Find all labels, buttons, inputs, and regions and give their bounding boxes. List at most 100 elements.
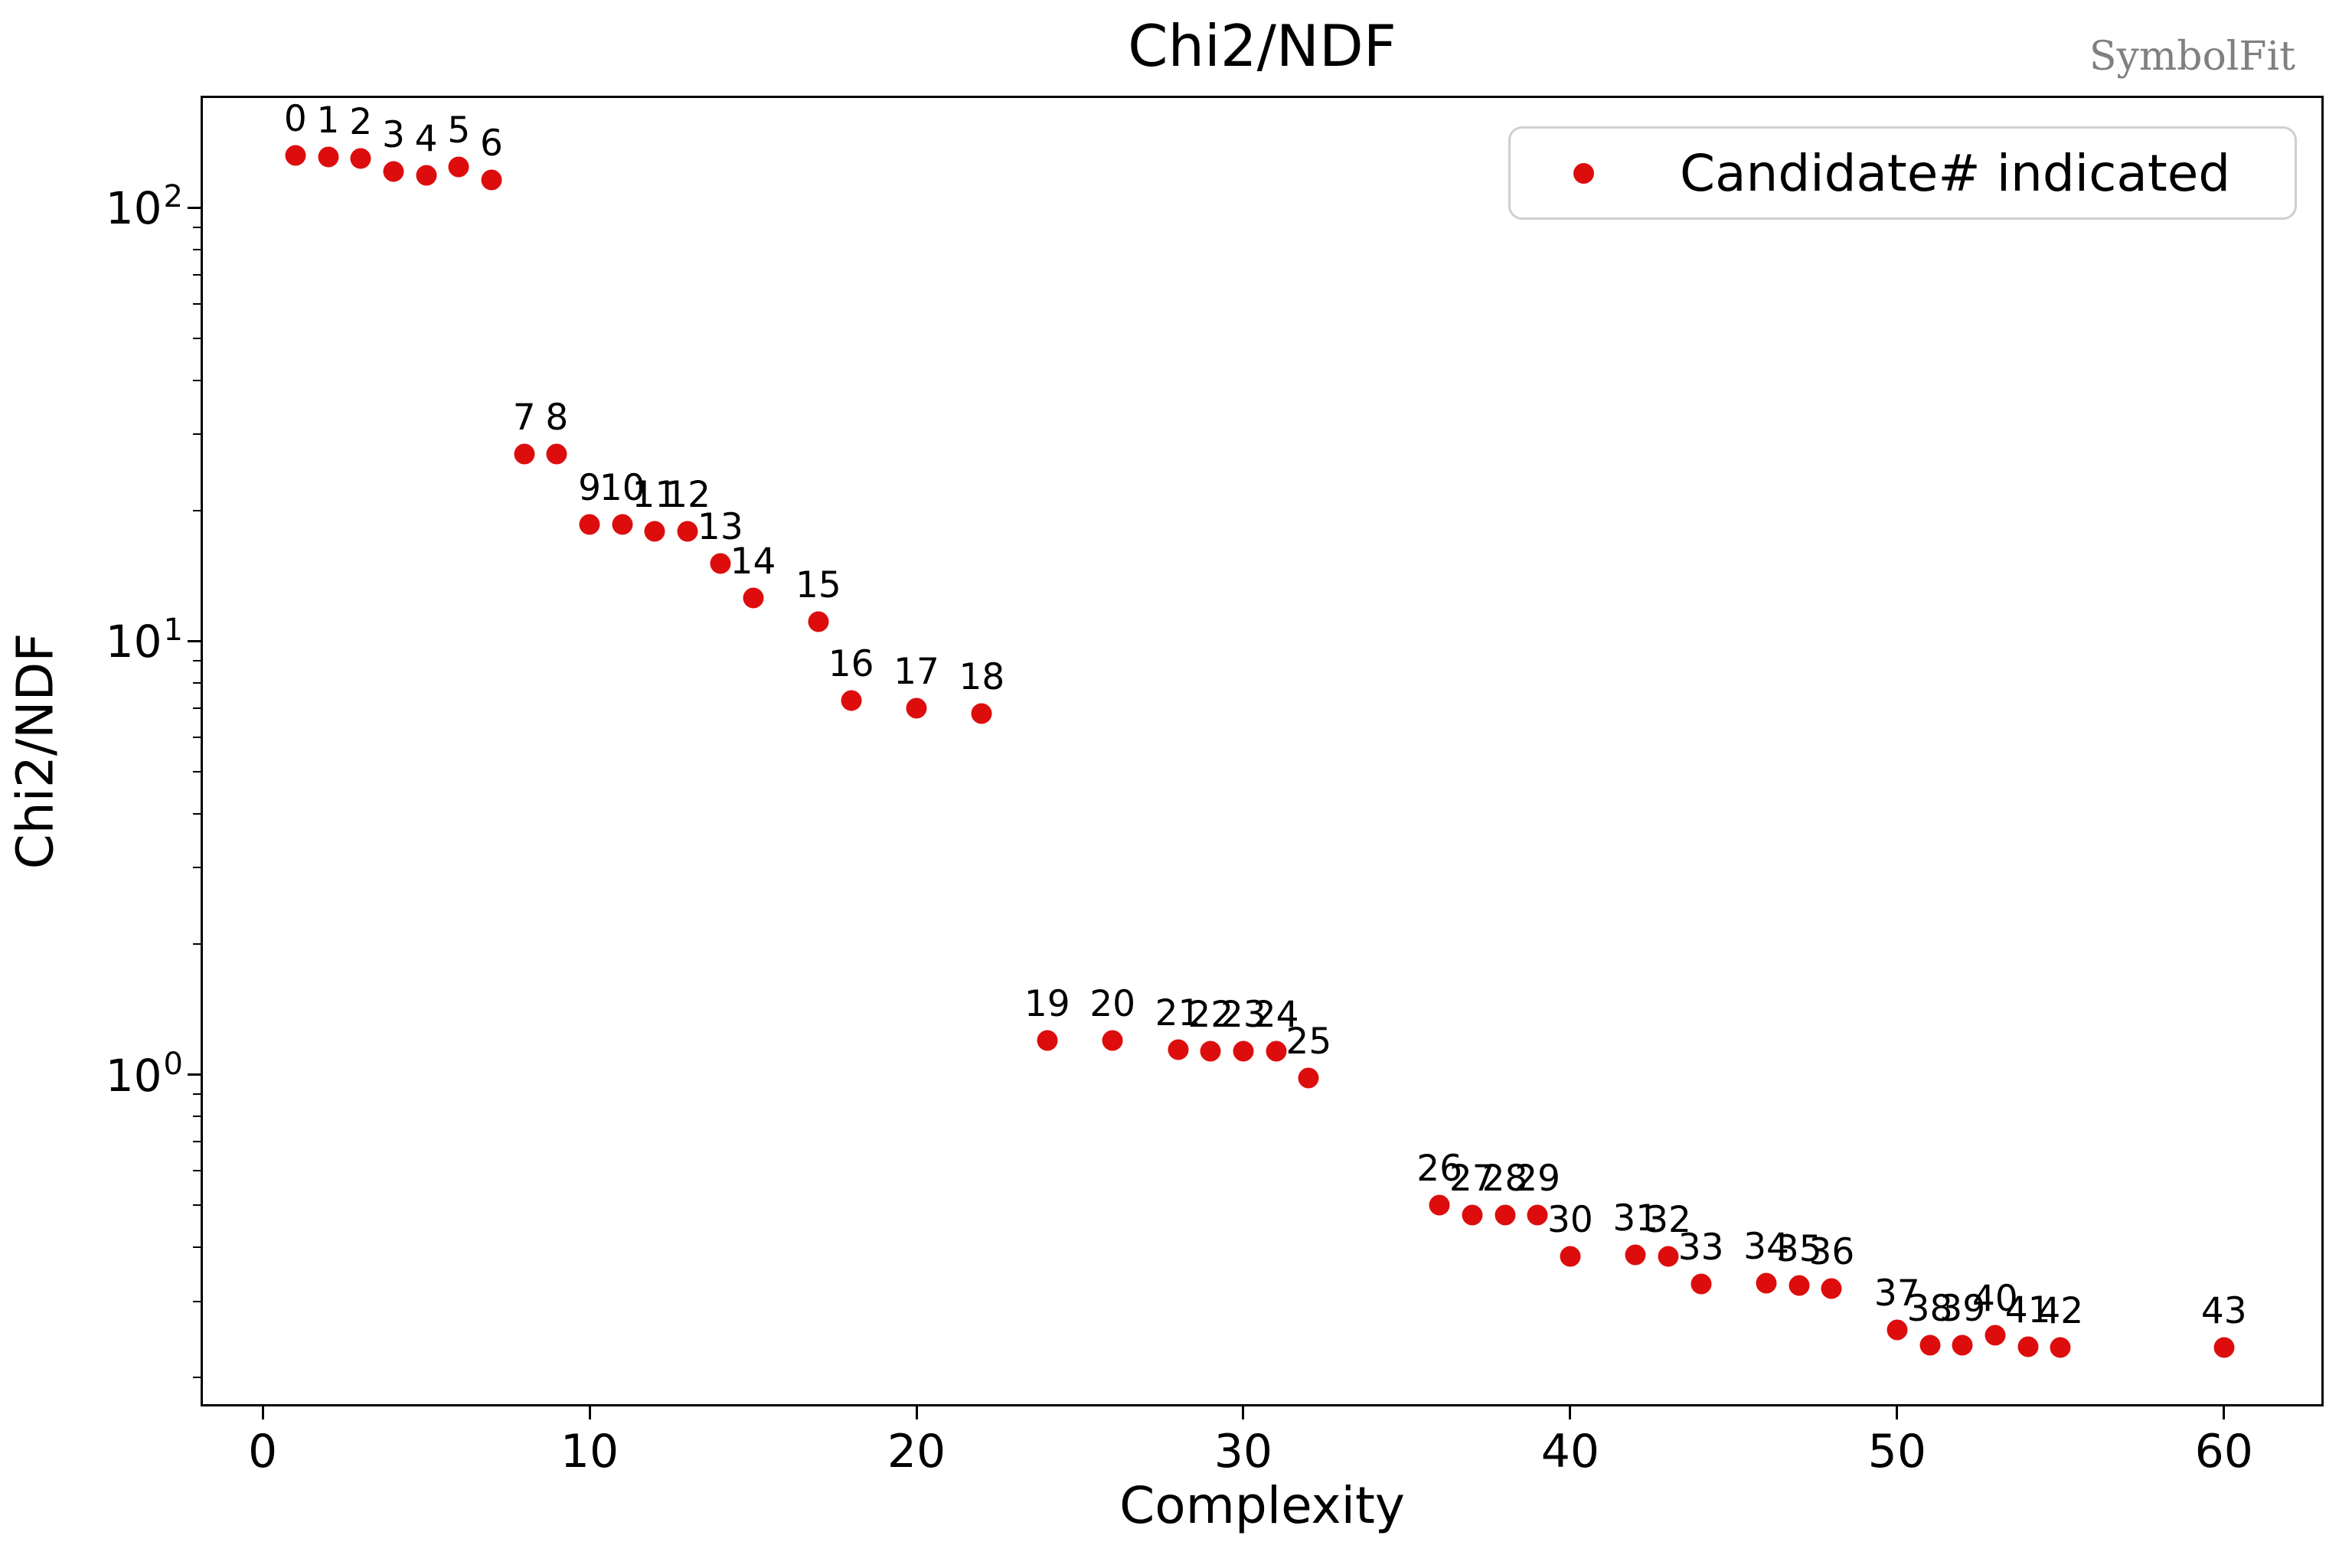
data-point-label: 29: [1514, 1157, 1561, 1200]
data-point-label: 13: [697, 506, 743, 549]
data-point-label: 9: [578, 466, 602, 509]
data-point-label: 31: [1612, 1197, 1659, 1240]
data-point-label: 18: [959, 656, 1005, 699]
y-axis-tick-label: 102: [105, 179, 183, 235]
data-point: [1984, 1325, 2006, 1346]
y-axis-minor-tick: [193, 379, 201, 381]
data-point: [481, 169, 502, 191]
data-point: [1788, 1275, 1810, 1296]
y-axis-minor-tick: [193, 1170, 201, 1172]
data-point-label: 0: [283, 98, 307, 141]
data-point: [710, 553, 731, 574]
data-point: [448, 156, 469, 178]
y-axis-tick: [188, 206, 201, 209]
data-point-label: 37: [1873, 1272, 1920, 1315]
data-point: [1102, 1030, 1123, 1051]
data-point-label: 22: [1187, 994, 1234, 1037]
data-point-label: 26: [1416, 1147, 1463, 1190]
data-point-label: 20: [1089, 982, 1136, 1025]
data-point-label: 2: [349, 100, 373, 143]
data-point-label: 8: [545, 397, 569, 439]
data-point: [1690, 1273, 1712, 1295]
data-point-label: 1: [316, 99, 340, 142]
y-axis-minor-tick: [193, 1246, 201, 1248]
legend: Candidate# indicated: [1508, 126, 2297, 220]
data-point-label: 7: [512, 397, 536, 439]
data-point: [971, 703, 992, 724]
data-point-label: 14: [730, 540, 776, 583]
data-point: [383, 161, 404, 182]
data-point: [906, 697, 927, 719]
y-axis-minor-tick: [193, 1093, 201, 1096]
y-axis-minor-tick: [193, 273, 201, 276]
data-point-label: 28: [1481, 1157, 1528, 1200]
data-point-label: 25: [1285, 1021, 1332, 1063]
data-point: [1625, 1244, 1646, 1266]
y-axis-minor-tick: [193, 509, 201, 511]
data-point: [1168, 1039, 1189, 1060]
data-point-label: 10: [599, 466, 645, 509]
chart-title: Chi2/NDF: [1128, 12, 1396, 80]
x-axis-tick-label: 30: [1214, 1425, 1273, 1478]
x-axis-tick: [588, 1406, 591, 1419]
y-axis-tick-label: 100: [105, 1046, 183, 1102]
data-point-label: 24: [1253, 994, 1299, 1037]
data-point-label: 42: [2037, 1289, 2084, 1332]
data-point: [1886, 1319, 1908, 1341]
data-point: [1200, 1040, 1221, 1062]
y-axis-minor-tick: [193, 1377, 201, 1379]
data-point: [2213, 1337, 2235, 1358]
data-point: [677, 521, 698, 542]
data-point-label: 27: [1449, 1157, 1495, 1200]
data-point: [612, 514, 633, 535]
data-point-label: 33: [1677, 1226, 1724, 1269]
y-axis-minor-tick: [193, 682, 201, 684]
data-point: [1298, 1067, 1319, 1089]
data-point: [1952, 1334, 1973, 1356]
data-point-label: 11: [632, 474, 678, 517]
data-point: [1560, 1246, 1581, 1267]
x-axis-tick-label: 40: [1540, 1425, 1600, 1478]
data-point-label: 35: [1775, 1228, 1822, 1271]
x-axis-tick-label: 60: [2194, 1425, 2253, 1478]
data-point: [2050, 1337, 2071, 1358]
data-point: [285, 145, 306, 166]
data-point: [1527, 1204, 1548, 1226]
x-axis-tick: [261, 1406, 264, 1419]
y-axis-minor-tick: [193, 433, 201, 436]
data-point-label: 19: [1024, 982, 1070, 1025]
data-point-label: 36: [1808, 1230, 1855, 1273]
data-point-label: 12: [665, 474, 711, 517]
y-axis-minor-tick: [193, 1141, 201, 1143]
symbolfit-watermark: SymbolFit: [2089, 34, 2295, 80]
x-axis-tick-label: 10: [560, 1425, 619, 1478]
data-point: [644, 521, 665, 542]
data-point: [841, 690, 862, 711]
data-point-label: 17: [893, 651, 939, 694]
data-point-label: 32: [1645, 1199, 1691, 1242]
data-point-label: 41: [2004, 1289, 2051, 1331]
y-axis-minor-tick: [193, 249, 201, 251]
data-point: [1756, 1272, 1777, 1294]
data-point-label: 4: [414, 117, 438, 160]
data-point-label: 39: [1939, 1288, 1986, 1331]
x-axis-tick: [915, 1406, 918, 1419]
data-point: [1429, 1194, 1450, 1216]
x-axis-tick: [1896, 1406, 1899, 1419]
data-point-label: 34: [1743, 1226, 1789, 1269]
data-point: [318, 146, 338, 168]
y-axis-minor-tick: [193, 707, 201, 710]
y-axis-minor-tick: [193, 227, 201, 229]
data-point: [1266, 1040, 1287, 1062]
data-point-label: 5: [447, 109, 471, 152]
y-axis-tick: [188, 639, 201, 642]
legend-scatter-marker-icon: [1573, 162, 1594, 184]
y-axis-minor-tick: [193, 1204, 201, 1206]
y-axis-tick-label: 101: [105, 612, 183, 668]
data-point-label: 6: [480, 122, 503, 165]
y-axis-minor-tick: [193, 302, 201, 305]
x-axis-label: Complexity: [1119, 1476, 1405, 1535]
legend-label: Candidate# indicated: [1680, 143, 2231, 203]
data-point: [808, 611, 829, 632]
